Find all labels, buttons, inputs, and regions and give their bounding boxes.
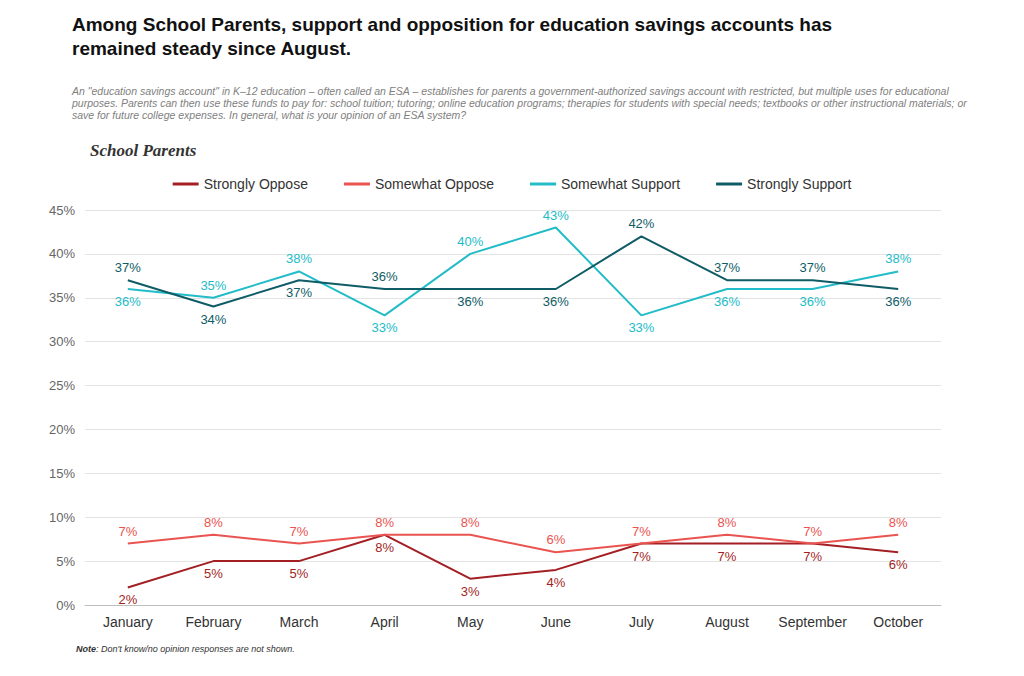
svg-text:Strongly Oppose: Strongly Oppose <box>204 176 308 192</box>
svg-text:4%: 4% <box>546 575 565 590</box>
svg-text:15%: 15% <box>49 466 75 481</box>
svg-text:August: August <box>705 614 749 630</box>
svg-text:5%: 5% <box>290 566 309 581</box>
svg-text:7%: 7% <box>718 549 737 564</box>
svg-text:37%: 37% <box>115 260 141 275</box>
svg-text:37%: 37% <box>714 260 740 275</box>
svg-text:April: April <box>371 614 399 630</box>
svg-text:May: May <box>457 614 483 630</box>
svg-text:36%: 36% <box>800 294 826 309</box>
svg-text:36%: 36% <box>885 294 911 309</box>
svg-text:7%: 7% <box>632 549 651 564</box>
svg-text:An "education savings account": An "education savings account" in K–12 e… <box>71 85 952 97</box>
svg-text:33%: 33% <box>628 320 654 335</box>
svg-text:8%: 8% <box>204 515 223 530</box>
svg-text:42%: 42% <box>628 216 654 231</box>
svg-text:38%: 38% <box>885 251 911 266</box>
svg-text:remained steady since August.: remained steady since August. <box>72 38 351 59</box>
svg-text:7%: 7% <box>118 524 137 539</box>
svg-text:September: September <box>778 614 847 630</box>
svg-text:45%: 45% <box>49 203 75 218</box>
svg-text:purposes. Parents can then use: purposes. Parents can then use these fun… <box>71 97 970 109</box>
svg-text:30%: 30% <box>49 334 75 349</box>
svg-text:3%: 3% <box>461 584 480 599</box>
svg-text:36%: 36% <box>372 269 398 284</box>
svg-text:7%: 7% <box>803 549 822 564</box>
svg-text:35%: 35% <box>49 290 75 305</box>
svg-text:School Parents: School Parents <box>90 141 197 160</box>
svg-text:36%: 36% <box>457 294 483 309</box>
svg-text:20%: 20% <box>49 422 75 437</box>
svg-text:33%: 33% <box>372 320 398 335</box>
svg-text:7%: 7% <box>290 524 309 539</box>
svg-text:40%: 40% <box>457 234 483 249</box>
svg-text:7%: 7% <box>803 524 822 539</box>
svg-text:June: June <box>541 614 572 630</box>
svg-text:2%: 2% <box>118 592 137 607</box>
svg-text:save for future college expens: save for future college expenses. In gen… <box>72 109 466 121</box>
svg-text:36%: 36% <box>115 294 141 309</box>
svg-text:January: January <box>103 614 153 630</box>
svg-text:37%: 37% <box>800 260 826 275</box>
svg-text:36%: 36% <box>714 294 740 309</box>
svg-text:43%: 43% <box>543 208 569 223</box>
svg-text:: Don't know/no opinion respon: : Don't know/no opinion responses are no… <box>96 644 295 654</box>
svg-text:July: July <box>629 614 654 630</box>
svg-text:8%: 8% <box>375 540 394 555</box>
svg-text:March: March <box>280 614 319 630</box>
svg-text:25%: 25% <box>49 378 75 393</box>
svg-text:36%: 36% <box>543 294 569 309</box>
svg-text:40%: 40% <box>49 246 75 261</box>
svg-text:Strongly Support: Strongly Support <box>747 176 851 192</box>
svg-text:35%: 35% <box>200 278 226 293</box>
svg-text:6%: 6% <box>546 532 565 547</box>
svg-text:0%: 0% <box>56 598 75 613</box>
svg-text:8%: 8% <box>889 515 908 530</box>
svg-text:34%: 34% <box>200 312 226 327</box>
svg-text:Among School Parents, support: Among School Parents, support and opposi… <box>72 14 837 35</box>
svg-text:February: February <box>185 614 241 630</box>
svg-text:5%: 5% <box>204 566 223 581</box>
svg-text:8%: 8% <box>375 515 394 530</box>
svg-text:5%: 5% <box>56 554 75 569</box>
svg-text:37%: 37% <box>286 285 312 300</box>
svg-text:8%: 8% <box>461 515 480 530</box>
svg-text:38%: 38% <box>286 251 312 266</box>
svg-text:Note: Note <box>76 644 96 654</box>
svg-text:Somewhat Oppose: Somewhat Oppose <box>375 176 494 192</box>
svg-text:8%: 8% <box>718 515 737 530</box>
svg-text:Somewhat Support: Somewhat Support <box>561 176 680 192</box>
svg-text:October: October <box>873 614 923 630</box>
svg-text:6%: 6% <box>889 557 908 572</box>
svg-text:7%: 7% <box>632 524 651 539</box>
svg-text:10%: 10% <box>49 510 75 525</box>
